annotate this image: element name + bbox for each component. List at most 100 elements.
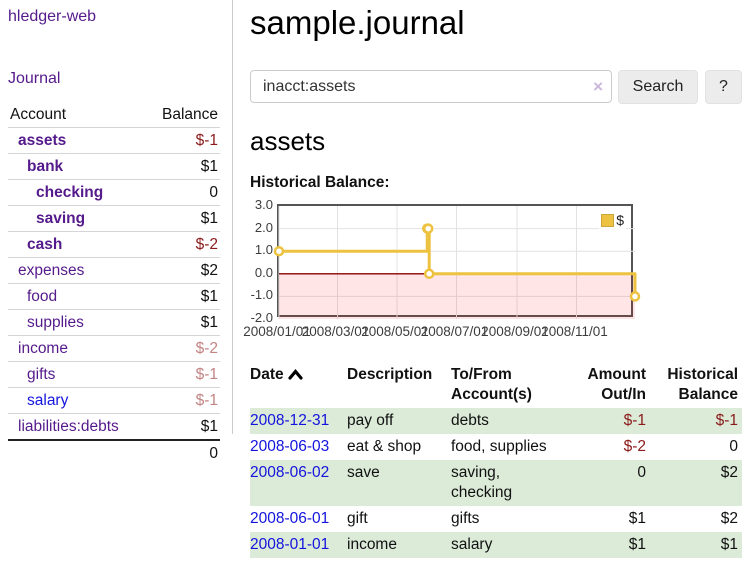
account-link[interactable]: gifts xyxy=(27,366,56,383)
account-row: checking 0 xyxy=(8,179,220,206)
account-balance: $1 xyxy=(158,283,220,310)
app-brand-link[interactable]: hledger-web xyxy=(8,8,97,25)
account-balance: 0 xyxy=(158,179,220,206)
transaction-balance: $2 xyxy=(720,464,738,481)
transaction-date-link[interactable]: 2008-06-01 xyxy=(250,510,330,527)
account-row: cash $-2 xyxy=(8,231,220,258)
account-link[interactable]: saving xyxy=(36,210,86,227)
transaction-amount: $-1 xyxy=(623,412,646,429)
account-balance: $-2 xyxy=(158,231,220,258)
sort-asc-icon xyxy=(288,369,303,380)
transaction-description: gift xyxy=(347,510,368,527)
account-link[interactable]: salary xyxy=(27,392,69,409)
series-swatch-icon xyxy=(601,213,615,227)
register-row: 2008-06-02 save saving, checking 0 $2 xyxy=(250,460,742,506)
accounts-total-row: 0 xyxy=(8,439,220,466)
x-axis-tick: 2008/09/01 xyxy=(481,324,549,339)
transaction-description: income xyxy=(347,536,397,553)
accounts-header-account: Account xyxy=(8,102,158,128)
transaction-date-link[interactable]: 2008-06-03 xyxy=(250,438,330,455)
accounts-header-balance: Balance xyxy=(158,102,220,128)
y-axis-tick: -2.0 xyxy=(250,310,273,325)
register-column-header[interactable]: Date xyxy=(250,362,347,408)
transaction-balance: 0 xyxy=(729,438,738,455)
search-button[interactable]: Search xyxy=(618,70,698,104)
y-axis-tick: 0.0 xyxy=(254,264,273,280)
account-balance: $-1 xyxy=(158,387,220,414)
transaction-date-link[interactable]: 2008-06-02 xyxy=(250,464,330,481)
accounts-header-row: Account Balance xyxy=(8,102,220,128)
accounts-total-balance: 0 xyxy=(158,439,220,466)
y-axis-tick: 3.0 xyxy=(254,197,273,212)
y-axis-tick: -1.0 xyxy=(250,287,273,303)
help-button[interactable]: ? xyxy=(705,70,742,104)
register-column-header: To/From Account(s) xyxy=(451,366,532,403)
transaction-balance: $-1 xyxy=(715,412,738,429)
account-row: expenses $2 xyxy=(8,257,220,284)
search-form: × Search ? xyxy=(250,70,742,104)
account-balance: $-2 xyxy=(158,335,220,362)
accounts-table: Account Balance assets $-1 bank $1 checking 0… xyxy=(8,102,220,466)
transaction-description: save xyxy=(347,464,380,481)
account-balance: $2 xyxy=(158,257,220,284)
account-heading: assets xyxy=(250,126,326,156)
sidebar: hledger-web Journal Account Balance asse… xyxy=(0,0,233,466)
transaction-accounts: food, supplies xyxy=(451,438,547,455)
search-box: × xyxy=(250,70,612,103)
register-row: 2008-12-31 pay off debts $-1 $-1 xyxy=(250,408,742,434)
account-balance: $1 xyxy=(158,153,220,180)
register-row: 2008-01-01 income salary $1 $1 xyxy=(250,532,742,558)
sidebar-item-journal[interactable]: Journal xyxy=(8,70,61,87)
account-link[interactable]: expenses xyxy=(18,262,85,279)
x-axis-tick: 2008/07/01 xyxy=(420,324,489,339)
account-row: income $-2 xyxy=(8,335,220,362)
clear-search-icon[interactable]: × xyxy=(593,77,603,96)
transaction-accounts: debts xyxy=(451,412,489,429)
x-axis-tick: 2008/01/01 xyxy=(243,324,311,339)
transaction-description: pay off xyxy=(347,412,394,429)
account-row: food $1 xyxy=(8,283,220,310)
page-title: sample.journal xyxy=(250,4,465,41)
register-header-row: Date Description To/From Account(s) Amount Ou… xyxy=(250,362,742,408)
y-axis-tick: 1.0 xyxy=(254,242,273,258)
transaction-accounts: salary xyxy=(451,536,493,553)
transaction-amount: 0 xyxy=(637,464,646,481)
account-row: assets $-1 xyxy=(8,127,220,154)
account-balance: $-1 xyxy=(158,127,220,154)
account-row: liabilities:debts $1 xyxy=(8,413,220,441)
account-row: supplies $1 xyxy=(8,309,220,336)
search-input[interactable] xyxy=(251,71,611,102)
transaction-amount: $1 xyxy=(628,510,646,527)
transaction-description: eat & shop xyxy=(347,438,422,455)
transaction-accounts: saving, checking xyxy=(451,464,513,501)
account-link[interactable]: liabilities:debts xyxy=(18,418,119,435)
transaction-amount: $1 xyxy=(628,536,646,553)
register-row: 2008-06-03 eat & shop food, supplies $-2 0 xyxy=(250,434,742,460)
account-link[interactable]: checking xyxy=(36,184,104,201)
register-column-header: Description xyxy=(347,366,433,383)
account-link[interactable]: supplies xyxy=(27,314,84,331)
register-row: 2008-06-01 gift gifts $1 $2 xyxy=(250,506,742,532)
transaction-date-link[interactable]: 2008-01-01 xyxy=(250,536,330,553)
account-row: bank $1 xyxy=(8,153,220,180)
account-link[interactable]: income xyxy=(18,340,68,357)
x-axis-tick: 2008/03/01 xyxy=(301,324,370,339)
transaction-date-link[interactable]: 2008-12-31 xyxy=(250,412,330,429)
x-axis-tick: 2008/05/01 xyxy=(361,324,429,339)
account-link[interactable]: assets xyxy=(18,132,67,149)
account-balance: $-1 xyxy=(158,361,220,388)
historical-balance-chart: $ 3.0 2.0 1.0 0.0 -1.0 -2.0 2008/01/01 2008/03… xyxy=(243,197,666,343)
account-link[interactable]: cash xyxy=(27,236,63,253)
account-link[interactable]: bank xyxy=(27,158,64,175)
account-balance: $1 xyxy=(158,309,220,336)
main-content: sample.journal × Search ? assets Histori… xyxy=(243,0,742,558)
series-label: $ xyxy=(616,212,624,228)
account-row: saving $1 xyxy=(8,205,220,232)
chart-label: Historical Balance: xyxy=(250,174,390,191)
account-balance: $1 xyxy=(158,413,220,441)
transaction-amount: $-2 xyxy=(623,438,646,455)
transaction-accounts: gifts xyxy=(451,510,480,527)
account-row: gifts $-1 xyxy=(8,361,220,388)
register-column-header: Historical Balance xyxy=(667,366,738,403)
account-link[interactable]: food xyxy=(27,288,58,305)
